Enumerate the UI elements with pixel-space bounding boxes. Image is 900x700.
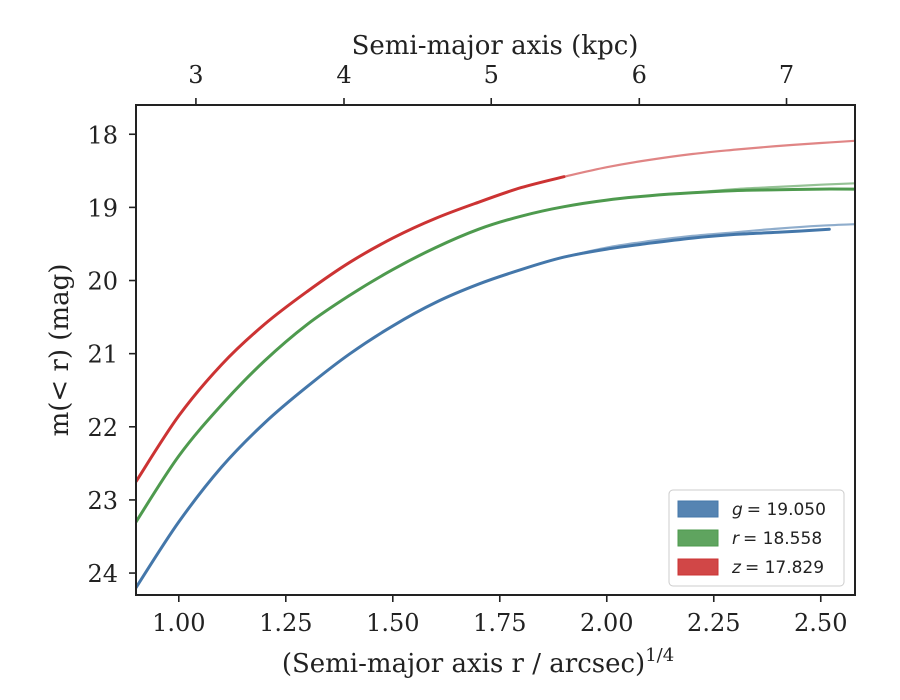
y-tick-label: 24 (87, 560, 118, 588)
series-z-observed-line (136, 175, 566, 484)
legend-label-r: r = 18.558 (732, 529, 822, 549)
x-tick-label: 2.50 (794, 609, 847, 637)
y-tick-label: 21 (87, 341, 118, 369)
top-tick-label: 6 (632, 61, 647, 89)
x-tick-label: 2.25 (687, 609, 740, 637)
x-tick-label: 1.25 (259, 609, 312, 637)
series-z-model-line (563, 139, 855, 178)
top-tick-label: 5 (484, 61, 499, 89)
y-tick-label: 19 (87, 194, 118, 222)
series-g-observed-line (136, 227, 831, 590)
legend-swatch-r (677, 529, 719, 547)
legend-label-z: z = 17.829 (731, 558, 824, 578)
y-tick-label: 23 (87, 487, 118, 515)
plot-series (136, 139, 855, 590)
x-axis-label: (Semi-major axis r / arcsec)1/4 (282, 645, 674, 679)
y-tick-label: 22 (87, 414, 118, 442)
plot-frame (135, 104, 856, 596)
top-tick-label: 3 (188, 61, 203, 89)
series-r-observed-line (136, 187, 855, 524)
y-tick-label: 20 (87, 268, 118, 296)
top-tick-label: 7 (779, 61, 794, 89)
top-tick-label: 4 (336, 61, 351, 89)
x-tick-label: 2.00 (580, 609, 633, 637)
legend-swatch-z (677, 558, 719, 576)
y-tick-label: 18 (87, 121, 118, 149)
top-axis-label: Semi-major axis (kpc) (352, 31, 639, 61)
x-tick-label: 1.50 (366, 609, 419, 637)
x-tick-label: 1.00 (152, 609, 205, 637)
x-axis-label-exponent: 1/4 (645, 645, 674, 666)
legend: g = 19.050 r = 18.558 z = 17.829 (668, 489, 845, 587)
x-axis-ticks: 1.00 1.25 1.50 1.75 2.00 2.25 2.50 (152, 595, 847, 637)
y-axis-ticks: 18 19 20 21 22 23 24 (87, 121, 136, 588)
top-axis-ticks: 3 4 5 6 7 (188, 61, 794, 105)
legend-label-g: g = 19.050 (732, 500, 826, 520)
x-tick-label: 1.75 (473, 609, 526, 637)
series-g-model-line (563, 223, 855, 259)
y-axis-label: m(< r) (mag) (45, 264, 75, 437)
legend-swatch-g (677, 500, 719, 518)
x-axis-label-main: (Semi-major axis r / arcsec) (282, 649, 645, 679)
